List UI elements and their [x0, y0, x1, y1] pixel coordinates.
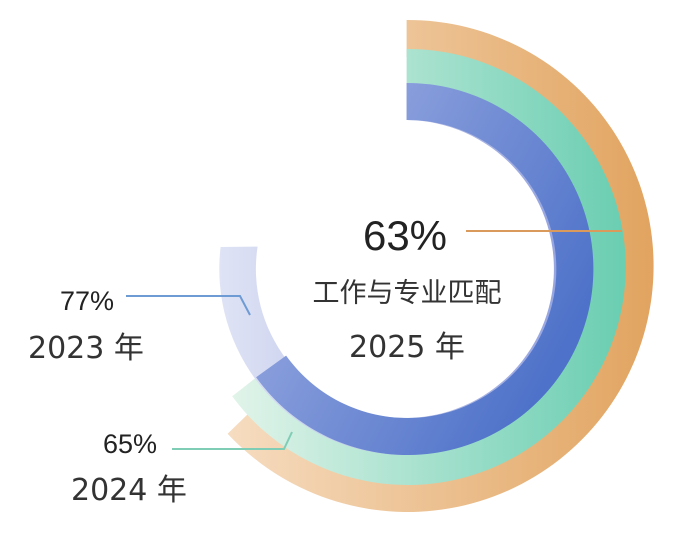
leader-line-2023 — [126, 295, 251, 316]
value-label-2024: 65% — [103, 429, 157, 459]
year-label-2025: 2025 年 — [349, 330, 465, 365]
caption-label: 工作与专业匹配 — [313, 278, 502, 309]
year-label-2024: 2024 年 — [71, 473, 187, 508]
year-label-2023: 2023 年 — [28, 331, 144, 366]
value-label-2023: 77% — [60, 286, 114, 316]
leader-line-2024 — [172, 431, 293, 450]
ring-outer — [227, 19, 654, 512]
value-label-2025: 63% — [363, 212, 447, 259]
